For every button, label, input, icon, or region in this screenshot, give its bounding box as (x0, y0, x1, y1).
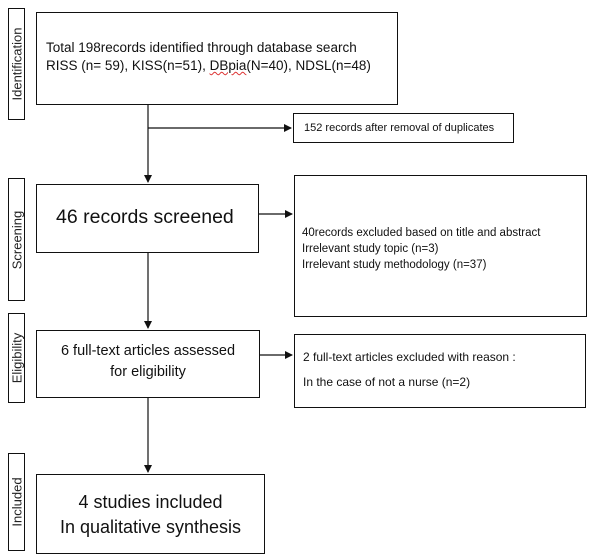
stage-screening: Screening (8, 178, 25, 301)
eligibility-line2: for eligibility (110, 364, 186, 380)
records-excluded-line1: 40records excluded based on title and ab… (302, 227, 541, 239)
records-excluded-box: 40records excluded based on title and ab… (294, 175, 587, 317)
stage-eligibility: Eligibility (8, 313, 25, 403)
records-excluded-line2: Irrelevant study topic (n=3) (302, 243, 439, 255)
fulltext-excluded-line2: In the case of not a nurse (n=2) (303, 375, 471, 389)
identification-line2-b: (N=40), NDSL(n=48) (246, 58, 371, 73)
screened-text: 46 records screened (56, 206, 234, 228)
stage-identification: Identification (8, 8, 25, 120)
identification-line2-a: RISS (n= 59), KISS(n=51), (46, 58, 210, 73)
included-box: 4 studies included In qualitative synthe… (36, 474, 265, 554)
eligibility-box: 6 full-text articles assessed for eligib… (36, 330, 260, 398)
duplicates-text: 152 records after removal of duplicates (304, 122, 495, 134)
screened-box: 46 records screened (36, 184, 259, 253)
stage-included: Included (8, 453, 25, 551)
included-line2: In qualitative synthesis (59, 517, 242, 537)
fulltext-excluded-line1: 2 full-text articles excluded with reaso… (303, 350, 516, 364)
records-excluded-line3: Irrelevant study methodology (n=37) (302, 259, 487, 271)
identification-line2: RISS (n= 59), KISS(n=51), DBpia(N=40), N… (46, 58, 371, 73)
duplicates-box: 152 records after removal of duplicates (293, 113, 514, 143)
identification-dbpia: DBpia (209, 58, 247, 73)
eligibility-line1: 6 full-text articles assessed (60, 343, 236, 359)
identification-box: Total 198records identified through data… (36, 12, 398, 105)
fulltext-excluded-box: 2 full-text articles excluded with reaso… (294, 334, 586, 408)
identification-line1: Total 198records identified through data… (46, 40, 357, 55)
included-line1: 4 studies included (78, 492, 223, 512)
